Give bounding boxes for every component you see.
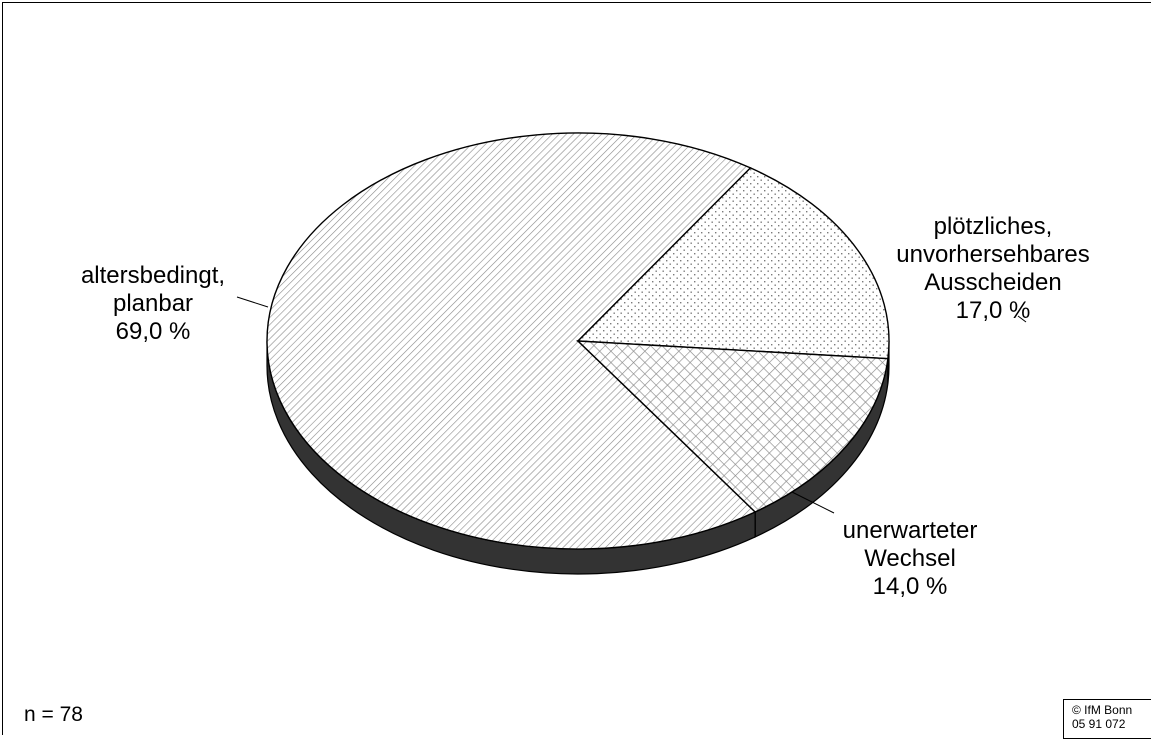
slice-name-line: unvorhersehbares <box>896 241 1090 268</box>
slice-name-line: Wechsel <box>864 545 956 572</box>
slice-value-label: 17,0 % <box>955 297 1031 324</box>
slice-name-line: Ausscheiden <box>924 269 1062 296</box>
sample-size-label: n = 78 <box>24 703 83 726</box>
copyright-line: © IfM Bonn <box>1072 703 1133 717</box>
slice-wechsel-leader <box>791 491 835 514</box>
slice-name-line: planbar <box>112 290 194 317</box>
slice-label-wechsel: unerwarteter Wechsel 14,0 % <box>800 517 1020 601</box>
copyright-box: © IfM Bonn 05 91 072 <box>1063 699 1151 739</box>
slice-altersbedingt <box>266 132 757 550</box>
slice-label-altersbedingt: altersbedingt, planbar 69,0 % <box>48 262 258 346</box>
slice-name-line: altersbedingt, <box>80 262 226 289</box>
slice-value-label: 69,0 % <box>115 318 191 345</box>
slice-label-ploetzlich: plötzliches, unvorhersehbares Ausscheide… <box>873 213 1113 325</box>
slice-ploetzlich <box>576 167 890 360</box>
copyright-line: 05 91 072 <box>1072 717 1126 731</box>
slice-ploetzlich-leader <box>1017 315 1027 323</box>
slice-value-label: 14,0 % <box>872 573 948 600</box>
slice-altersbedingt-leader <box>236 296 269 308</box>
slice-wechsel <box>576 340 889 513</box>
slice-name-line: plötzliches, <box>933 213 1053 240</box>
slice-name-line: unerwarteter <box>842 517 978 544</box>
